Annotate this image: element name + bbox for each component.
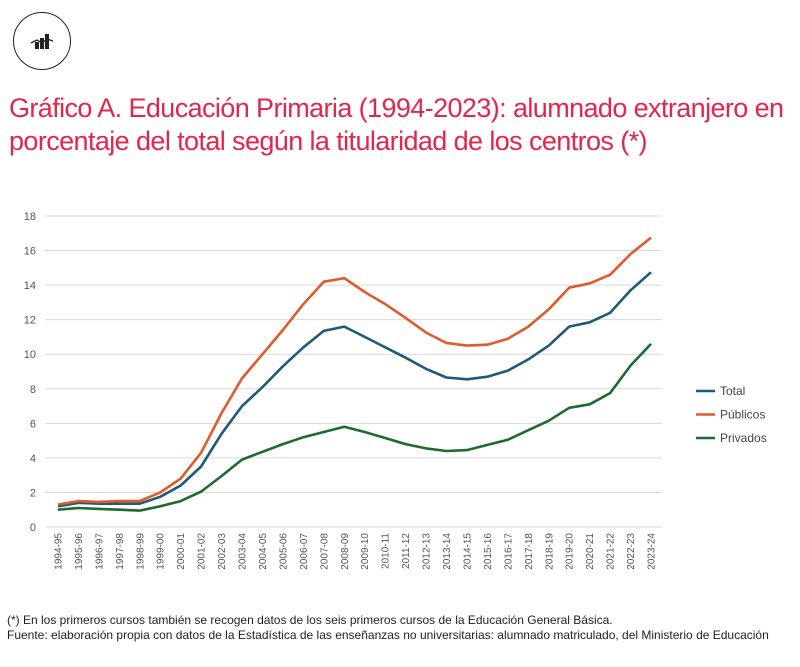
- chart-title: Gráfico A. Educación Primaria (1994-2023…: [9, 93, 784, 156]
- x-tick-label: 1995-96: [74, 533, 85, 570]
- series-line-total: [57, 271, 652, 508]
- x-tick-label: 2007-08: [319, 533, 330, 570]
- y-tick-label: 0: [30, 522, 36, 534]
- x-tick-label: 2010-11: [381, 533, 392, 569]
- y-tick-label: 16: [24, 246, 36, 258]
- y-tick-label: 4: [30, 453, 36, 465]
- x-tick-label: 2006-07: [299, 533, 310, 570]
- x-tick-label: 1996-97: [94, 533, 105, 570]
- x-tick-label: 2021-22: [606, 533, 617, 570]
- x-tick-label: 2009-10: [360, 533, 371, 570]
- y-tick-label: 14: [24, 280, 36, 292]
- x-tick-label: 1998-99: [135, 533, 146, 570]
- chart-icon: [30, 34, 54, 49]
- x-tick-label: 1997-98: [115, 533, 126, 570]
- x-tick-label: 2005-06: [278, 533, 289, 570]
- x-tick-label: 2014-15: [462, 533, 473, 570]
- y-tick-label: 12: [24, 315, 36, 327]
- y-tick-label: 6: [30, 418, 36, 430]
- x-tick-label: 2017-18: [524, 533, 535, 570]
- x-tick-label: 2008-09: [340, 533, 351, 570]
- x-tick-label: 2003-04: [238, 533, 249, 570]
- x-tick-label: 1994-95: [54, 533, 65, 570]
- line-chart: 0 2 4 6 8 10 12 14 16 18 1994-95 1995-96 1996-97 1997…: [24, 211, 767, 570]
- x-tick-label: 2000-01: [176, 533, 187, 570]
- x-tick-label: 2011-12: [401, 533, 412, 569]
- x-tick-label: 2004-05: [258, 533, 269, 570]
- x-tick-label: 2012-13: [422, 533, 433, 570]
- y-tick-label: 10: [24, 349, 36, 361]
- legend-label: Total: [720, 384, 745, 398]
- x-tick-label: 2015-16: [483, 533, 494, 570]
- y-tick-label: 18: [24, 211, 36, 223]
- legend-label: Privados: [720, 431, 767, 445]
- footnote: (*) En los primeros cursos también se re…: [7, 613, 613, 627]
- x-tick-label: 1999-00: [156, 533, 167, 570]
- x-tick-label: 2019-20: [565, 533, 576, 570]
- source-note: Fuente: elaboración propia con datos de …: [7, 628, 769, 642]
- x-tick-label: 2013-14: [442, 533, 453, 570]
- series-line-públicos: [57, 236, 652, 506]
- x-tick-label: 2002-03: [217, 533, 228, 570]
- legend-label: Públicos: [720, 408, 765, 422]
- x-tick-label: 2022-23: [626, 533, 637, 570]
- y-tick-label: 2: [30, 487, 36, 499]
- logo: [13, 12, 71, 70]
- x-tick-label: 2001-02: [197, 533, 208, 570]
- x-tick-label: 2016-17: [503, 533, 514, 570]
- x-tick-label: 2018-19: [544, 533, 555, 570]
- x-tick-label: 2020-21: [585, 533, 596, 570]
- series-line-privados: [57, 343, 652, 512]
- x-tick-label: 2023-24: [647, 533, 658, 570]
- y-tick-label: 8: [30, 384, 36, 396]
